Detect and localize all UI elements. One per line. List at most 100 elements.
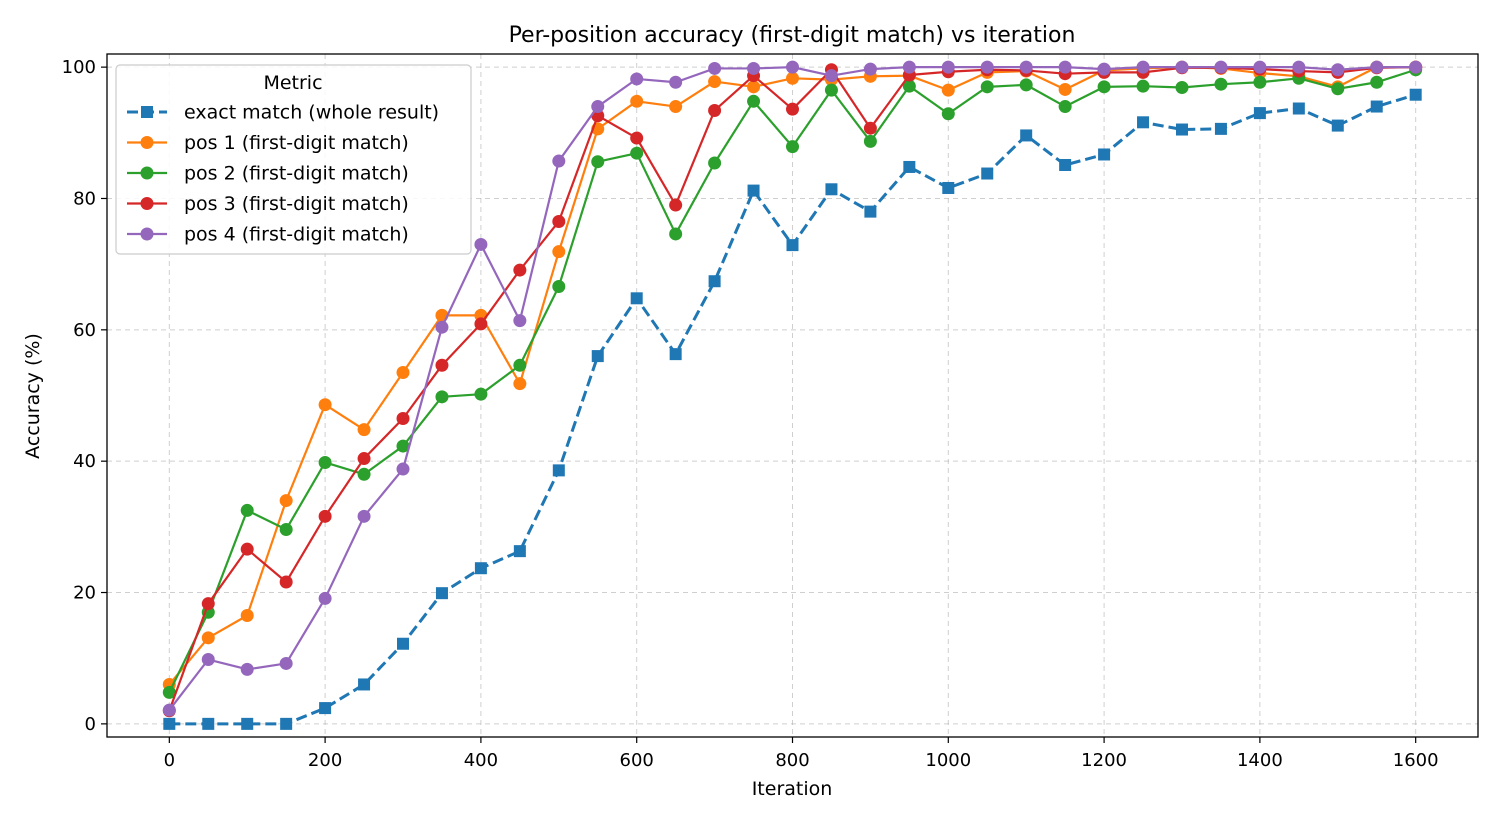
- data-point: [201, 653, 215, 667]
- data-point: [357, 467, 371, 481]
- data-point: [980, 80, 994, 94]
- data-point: [669, 198, 683, 212]
- data-point: [162, 703, 176, 717]
- data-point: [981, 167, 994, 180]
- data-point: [941, 107, 955, 121]
- legend-entry: pos 2 (first-digit match): [127, 163, 409, 185]
- data-point: [396, 411, 410, 425]
- data-point: [1253, 75, 1267, 89]
- data-point: [280, 717, 293, 730]
- data-point: [786, 239, 799, 252]
- data-point: [669, 227, 683, 241]
- data-point: [240, 662, 254, 676]
- data-point: [591, 350, 604, 363]
- legend-entry: pos 3 (first-digit match): [127, 193, 409, 215]
- data-point: [1175, 60, 1189, 74]
- series-3: [162, 63, 1423, 699]
- x-tick-label: 200: [308, 750, 342, 771]
- legend-label: exact match (whole result): [184, 102, 439, 124]
- data-point: [1370, 100, 1383, 113]
- data-point: [552, 464, 565, 477]
- legend-marker: [140, 166, 154, 180]
- data-point: [786, 102, 799, 116]
- data-point: [1097, 62, 1111, 76]
- data-point: [1292, 60, 1306, 74]
- data-point: [1331, 119, 1344, 132]
- data-point: [669, 75, 683, 89]
- x-axis-label: Iteration: [752, 778, 833, 800]
- y-tick-label: 20: [73, 583, 96, 604]
- data-point: [1370, 75, 1384, 89]
- x-tick-label: 1400: [1237, 750, 1283, 771]
- data-point: [902, 79, 916, 93]
- data-point: [824, 83, 838, 97]
- legend-label: pos 1 (first-digit match): [184, 132, 409, 154]
- x-tick-label: 600: [620, 750, 654, 771]
- data-point: [279, 522, 293, 536]
- data-point: [1059, 158, 1072, 171]
- data-point: [1175, 80, 1189, 94]
- data-point: [1058, 60, 1072, 74]
- legend: Metric exact match (whole result) pos 1 (…: [115, 64, 472, 255]
- data-point: [396, 439, 410, 453]
- y-tick-label: 60: [73, 320, 96, 341]
- data-point: [201, 597, 215, 611]
- data-point: [435, 390, 449, 404]
- data-point: [513, 358, 527, 372]
- data-point: [864, 205, 877, 218]
- data-point: [669, 100, 683, 114]
- y-tick-label: 80: [73, 188, 96, 209]
- data-point: [552, 245, 566, 259]
- x-tick-label: 400: [464, 750, 498, 771]
- data-point: [1370, 60, 1384, 74]
- data-point: [1137, 116, 1150, 129]
- data-point: [1019, 60, 1033, 74]
- data-point: [163, 717, 176, 730]
- data-point: [435, 320, 449, 334]
- y-tick-label: 0: [85, 714, 96, 735]
- data-point: [319, 702, 332, 715]
- data-point: [241, 717, 254, 730]
- data-point: [1214, 122, 1227, 135]
- data-point: [474, 317, 488, 331]
- x-tick-label: 1000: [925, 750, 971, 771]
- data-point: [747, 61, 761, 75]
- data-point: [474, 237, 488, 251]
- data-point: [396, 462, 410, 476]
- series-layer: [162, 60, 1423, 730]
- data-point: [279, 575, 293, 589]
- data-point: [1136, 60, 1150, 74]
- data-point: [1331, 63, 1345, 77]
- legend-label: pos 3 (first-digit match): [184, 193, 409, 215]
- data-point: [162, 685, 176, 699]
- data-point: [941, 60, 955, 74]
- data-point: [630, 292, 643, 305]
- data-point: [474, 562, 487, 575]
- data-point: [1214, 60, 1228, 74]
- data-point: [279, 656, 293, 670]
- data-point: [1409, 60, 1423, 74]
- data-point: [513, 545, 526, 558]
- data-point: [630, 94, 644, 108]
- data-point: [279, 494, 293, 508]
- data-point: [1136, 79, 1150, 93]
- data-point: [552, 154, 566, 168]
- data-point: [513, 263, 527, 277]
- data-point: [1409, 88, 1422, 101]
- data-point: [941, 83, 955, 97]
- data-point: [669, 348, 682, 361]
- x-axis: 0 200 400 600 800 1000 1200 1400 1600: [164, 737, 1439, 771]
- legend-entry: exact match (whole result): [127, 102, 439, 124]
- data-point: [824, 69, 838, 83]
- legend-label: pos 2 (first-digit match): [184, 163, 409, 185]
- legend-label: pos 4 (first-digit match): [184, 224, 409, 246]
- data-point: [747, 80, 761, 94]
- data-point: [942, 181, 955, 194]
- y-axis: 0 20 40 60 80 100: [62, 57, 107, 735]
- data-point: [591, 155, 605, 169]
- data-point: [552, 214, 566, 228]
- data-point: [357, 423, 371, 437]
- legend-marker: [140, 197, 154, 210]
- data-point: [863, 134, 877, 148]
